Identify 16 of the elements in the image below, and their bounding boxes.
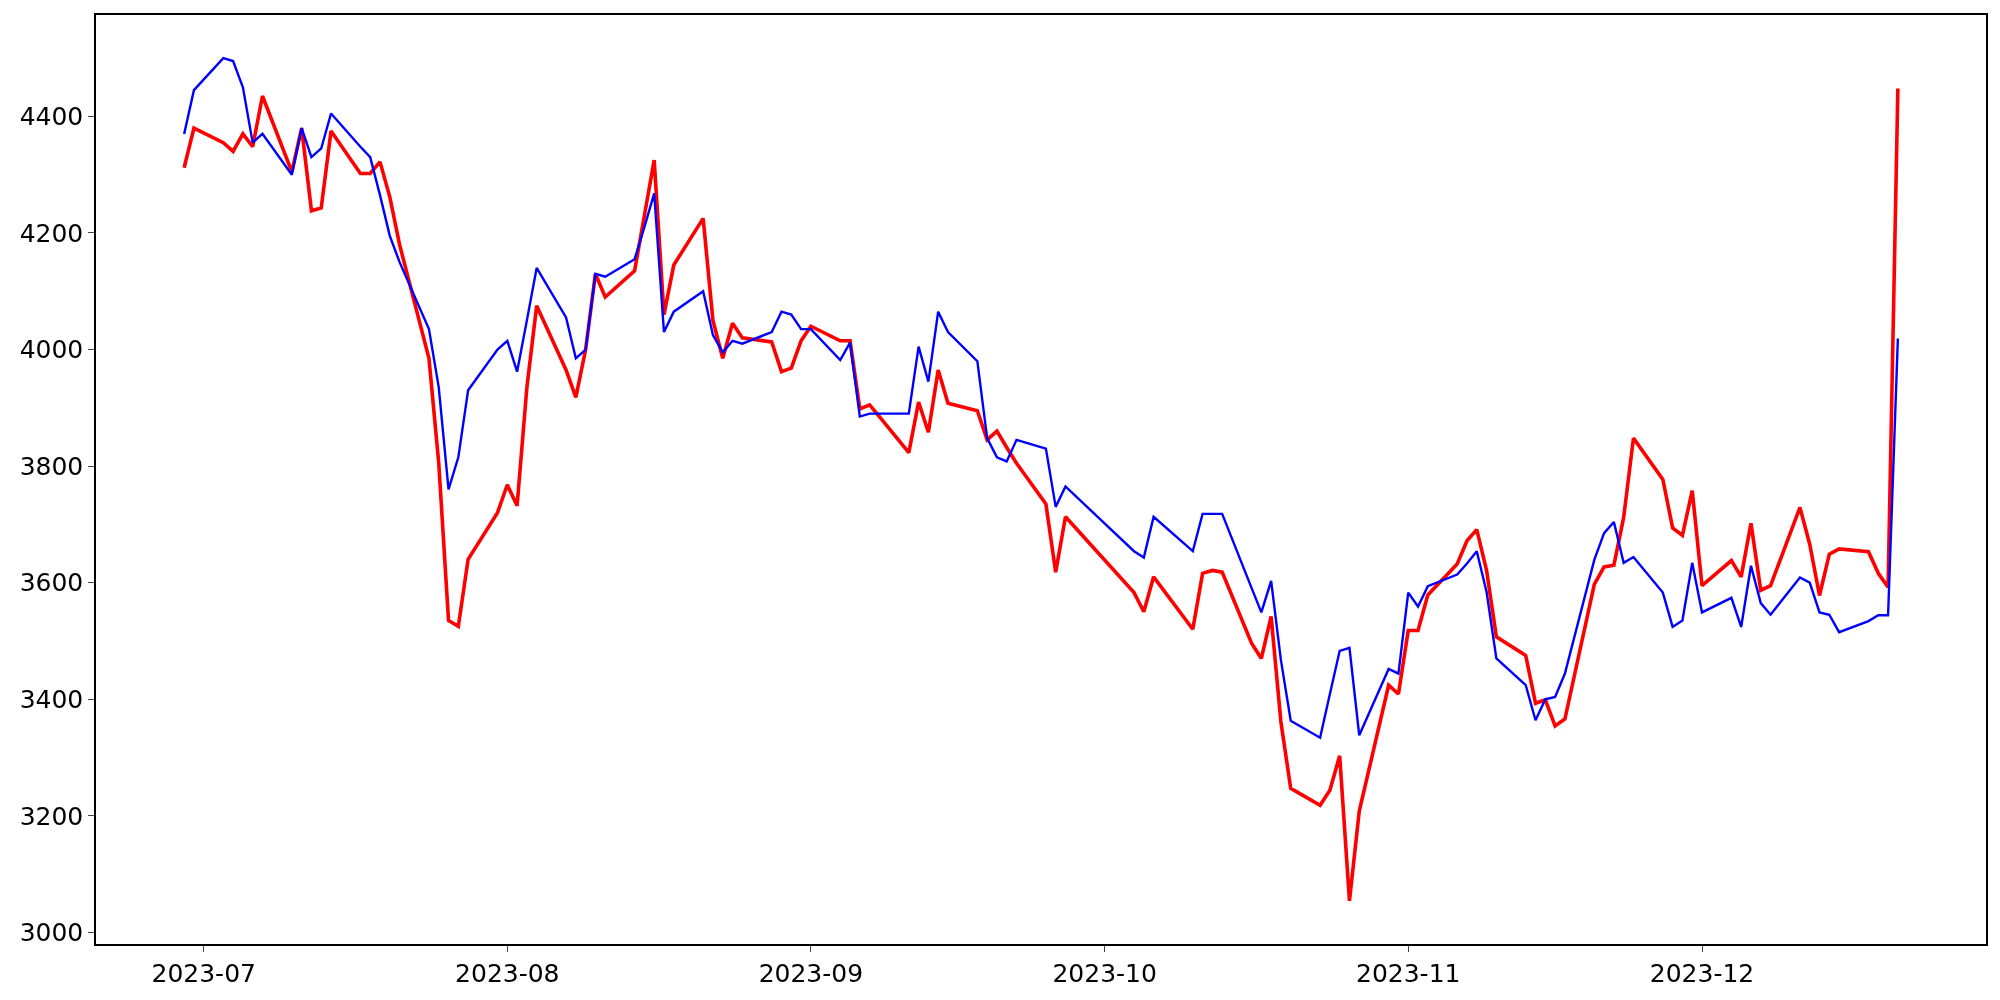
y-tick-label: 4400	[19, 102, 84, 132]
x-tick-label: 2023-07	[151, 958, 256, 988]
x-tick-label: 2023-10	[1052, 958, 1157, 988]
y-tick-label: 3400	[19, 684, 84, 714]
line-series	[182, 86, 1900, 903]
y-tick-label: 4200	[19, 218, 84, 248]
y-tick-label: 4000	[19, 335, 84, 365]
y-tick-label: 3600	[19, 568, 84, 598]
x-tick-label: 2023-11	[1356, 958, 1461, 988]
y-tick-label: 3800	[19, 451, 84, 481]
x-tick-label: 2023-09	[758, 958, 864, 988]
x-tick-label: 2023-08	[455, 958, 560, 988]
x-tick-label: 2023-12	[1649, 958, 1755, 988]
y-tick-label: 3200	[19, 801, 84, 831]
line-series	[182, 56, 1900, 739]
y-tick-label: 3000	[19, 918, 84, 948]
